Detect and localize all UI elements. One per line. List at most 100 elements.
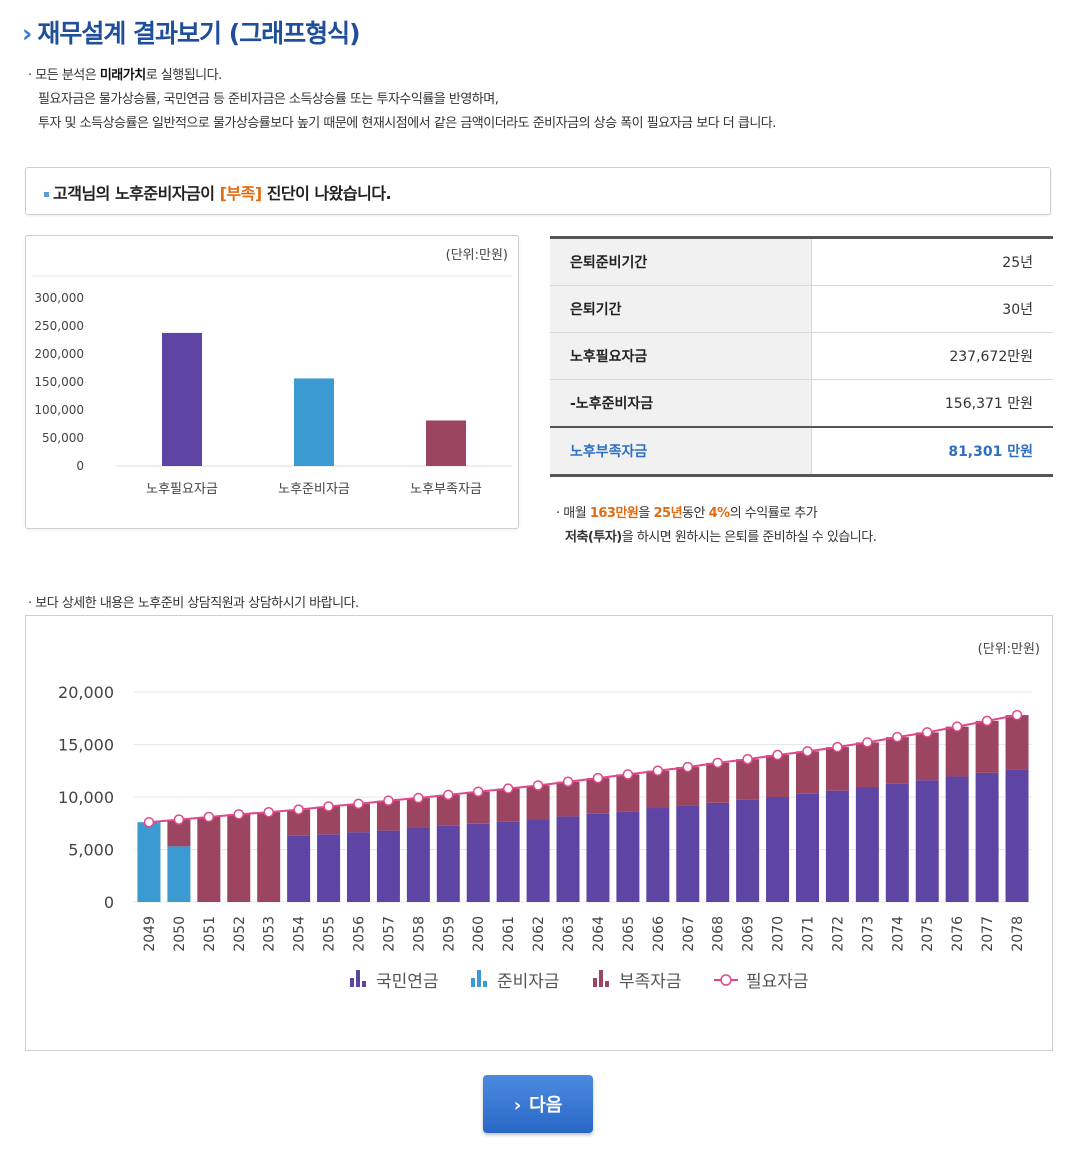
yearly-chart-panel: (단위:만원) 0 5,000 10,000 15,000 20,000 2049 2050… bbox=[25, 615, 1053, 1051]
x-tick-label: 2065 bbox=[621, 916, 637, 952]
required-point-2054 bbox=[293, 804, 304, 815]
summary-table: 은퇴준비기간 25년 은퇴기간 30년 노후필요자금 237,672만원 -노후준비자… bbox=[550, 236, 1053, 477]
yearly-stacked-chart: 0 5,000 10,000 15,000 20,000 2049 2050 2051 2052… bbox=[58, 683, 1032, 992]
x-tick-label: 노후필요자금 bbox=[146, 482, 218, 497]
bar-shortage-2072 bbox=[825, 747, 849, 791]
bar-3 bbox=[426, 420, 466, 466]
bar-pension-2063 bbox=[556, 816, 580, 902]
x-tick-label: 2056 bbox=[352, 916, 368, 952]
y-tick-label: 300,000 bbox=[34, 291, 84, 305]
bar-pension-2065 bbox=[616, 811, 640, 902]
required-point-2078 bbox=[1011, 709, 1023, 721]
legend-label-shortage: 부족자금 bbox=[619, 972, 682, 992]
required-point-2049 bbox=[143, 816, 155, 828]
required-point-2076 bbox=[951, 721, 963, 732]
legend-icon-shortage bbox=[593, 978, 597, 987]
bar-pension-2054 bbox=[287, 835, 311, 902]
x-tick-label: 2075 bbox=[920, 916, 936, 952]
y-tick-label: 15,000 bbox=[58, 736, 114, 755]
required-point-2072 bbox=[832, 741, 843, 753]
bar-shortage-2053 bbox=[257, 812, 281, 902]
required-point-2068 bbox=[712, 757, 723, 769]
table-row: 노후필요자금 237,672만원 bbox=[550, 332, 1053, 380]
x-tick-label: 2069 bbox=[741, 916, 757, 952]
row-value: 156,371 만원 bbox=[811, 379, 1053, 428]
bar-pension-2072 bbox=[825, 790, 849, 902]
bar-pension-2071 bbox=[796, 793, 819, 902]
next-button-label: 다음 bbox=[529, 1095, 563, 1116]
row-value: 81,301 만원 bbox=[811, 426, 1053, 477]
bar-shortage-2070 bbox=[766, 755, 790, 797]
bar-pension-2059 bbox=[436, 825, 460, 902]
x-tick-label: 2064 bbox=[591, 916, 607, 952]
x-tick-label: 2073 bbox=[860, 916, 876, 952]
bar-shortage-2062 bbox=[526, 785, 550, 820]
bar-pension-2055 bbox=[317, 834, 341, 902]
bar-pension-2057 bbox=[376, 830, 400, 902]
x-tick-label: 2072 bbox=[830, 916, 846, 952]
bar-shortage-2060 bbox=[466, 791, 490, 824]
summary-bar-chart: 0 50,000 100,000 150,000 200,000 250,000 300,0… bbox=[32, 275, 512, 497]
bar-shortage-2075 bbox=[915, 732, 939, 781]
bar-shortage-2067 bbox=[676, 767, 700, 806]
x-tick-label: 2059 bbox=[441, 916, 457, 952]
y-tick-label: 20,000 bbox=[58, 683, 114, 702]
x-tick-label: 2054 bbox=[292, 916, 308, 952]
x-tick-label: 2068 bbox=[711, 916, 727, 952]
bar-pension-2062 bbox=[526, 819, 550, 902]
bar-pension-2073 bbox=[855, 787, 879, 902]
y-tick-label: 50,000 bbox=[42, 431, 84, 445]
required-point-2073 bbox=[862, 737, 873, 748]
chevron-right-icon: › bbox=[22, 19, 32, 48]
bar-shortage-2065 bbox=[616, 774, 640, 812]
required-point-2066 bbox=[652, 765, 664, 776]
y-tick-label: 0 bbox=[104, 893, 114, 912]
next-button[interactable]: › 다음 bbox=[483, 1075, 593, 1133]
required-point-2060 bbox=[472, 786, 484, 797]
required-point-2070 bbox=[772, 749, 783, 761]
intro-line-1-suffix: 로 실행됩니다. bbox=[145, 68, 223, 83]
bar-shortage-2055 bbox=[317, 806, 341, 835]
table-row: -노후준비자금 156,371 만원 bbox=[550, 379, 1053, 428]
row-label: 노후필요자금 bbox=[550, 332, 812, 380]
bullet-square-icon bbox=[44, 192, 49, 197]
row-label: 은퇴기간 bbox=[550, 285, 812, 333]
required-point-2059 bbox=[443, 789, 454, 801]
y-tick-label: 250,000 bbox=[34, 319, 84, 333]
bar-shortage-2064 bbox=[586, 778, 610, 814]
advice-amount: 163만원 bbox=[589, 506, 639, 521]
bar-shortage-2051 bbox=[197, 816, 221, 902]
bar-shortage-2050 bbox=[167, 819, 191, 847]
x-tick-label: 2063 bbox=[561, 916, 577, 952]
page-title-text: 재무설계 결과보기 (그래프형식) bbox=[37, 19, 360, 48]
advice-text: · 매월 bbox=[556, 506, 590, 521]
advice-line-2: 저축(투자)을 하시면 원하시는 은퇴를 준비하실 수 있습니다. bbox=[556, 526, 877, 550]
required-point-2067 bbox=[682, 761, 694, 773]
bar-shortage-2057 bbox=[376, 800, 400, 831]
bar-shortage-2059 bbox=[436, 794, 460, 826]
bar-shortage-2069 bbox=[736, 759, 760, 800]
diagnosis-status: [부족] bbox=[219, 184, 263, 203]
bar-pension-2069 bbox=[736, 799, 760, 902]
legend-icon-pension bbox=[362, 981, 366, 987]
diagnosis-prefix: 고객님의 노후준비자금이 bbox=[53, 184, 220, 203]
required-point-2057 bbox=[383, 795, 394, 806]
bar-shortage-2054 bbox=[287, 809, 311, 836]
table-row: 은퇴준비기간 25년 bbox=[550, 236, 1053, 286]
x-tick-label: 2071 bbox=[801, 916, 817, 952]
bar-shortage-2056 bbox=[347, 803, 370, 833]
y-tick-label: 150,000 bbox=[34, 375, 84, 389]
bar-1 bbox=[162, 332, 202, 466]
required-point-2055 bbox=[323, 801, 334, 812]
required-point-2058 bbox=[413, 792, 424, 804]
bar-shortage-2061 bbox=[496, 788, 520, 822]
required-point-2065 bbox=[622, 769, 634, 780]
row-value: 237,672만원 bbox=[811, 332, 1053, 380]
bar-pension-2061 bbox=[496, 821, 520, 902]
advice-text: 동안 bbox=[682, 506, 709, 521]
yearly-chart-unit: (단위:만원) bbox=[977, 642, 1040, 657]
row-label: -노후준비자금 bbox=[550, 379, 812, 428]
x-tick-label: 노후준비자금 bbox=[278, 482, 350, 497]
required-point-2063 bbox=[562, 776, 574, 788]
required-point-2069 bbox=[742, 753, 753, 765]
